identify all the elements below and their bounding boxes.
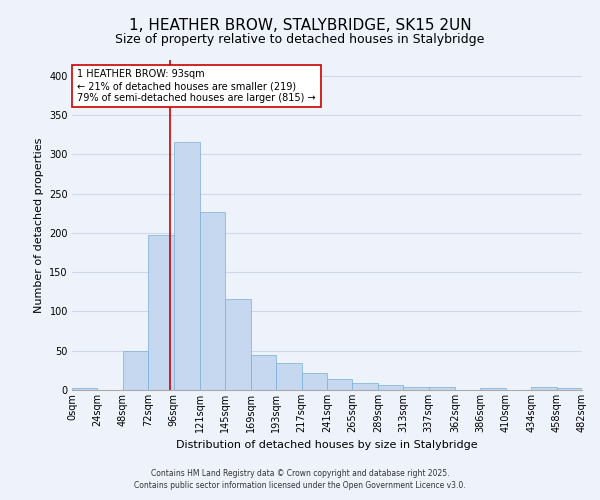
Bar	[251, 354, 276, 390]
Text: Size of property relative to detached houses in Stalybridge: Size of property relative to detached ho…	[115, 32, 485, 46]
Bar	[123, 350, 148, 390]
Bar	[327, 379, 352, 390]
Y-axis label: Number of detached properties: Number of detached properties	[34, 138, 44, 312]
Bar	[72, 388, 97, 390]
Text: Contains HM Land Registry data © Crown copyright and database right 2025.: Contains HM Land Registry data © Crown c…	[151, 468, 449, 477]
Bar	[173, 142, 200, 390]
Bar	[428, 387, 455, 390]
Text: 1, HEATHER BROW, STALYBRIDGE, SK15 2UN: 1, HEATHER BROW, STALYBRIDGE, SK15 2UN	[128, 18, 472, 32]
Bar	[481, 388, 506, 390]
Bar	[276, 362, 302, 390]
Bar	[352, 383, 378, 390]
Bar	[403, 387, 428, 390]
Bar	[200, 212, 226, 390]
Bar	[302, 372, 327, 390]
Bar	[378, 386, 403, 390]
Text: 1 HEATHER BROW: 93sqm
← 21% of detached houses are smaller (219)
79% of semi-det: 1 HEATHER BROW: 93sqm ← 21% of detached …	[77, 70, 316, 102]
Text: Contains public sector information licensed under the Open Government Licence v3: Contains public sector information licen…	[134, 481, 466, 490]
X-axis label: Distribution of detached houses by size in Stalybridge: Distribution of detached houses by size …	[176, 440, 478, 450]
Bar	[148, 235, 173, 390]
Bar	[557, 388, 582, 390]
Bar	[226, 299, 251, 390]
Bar	[531, 387, 557, 390]
